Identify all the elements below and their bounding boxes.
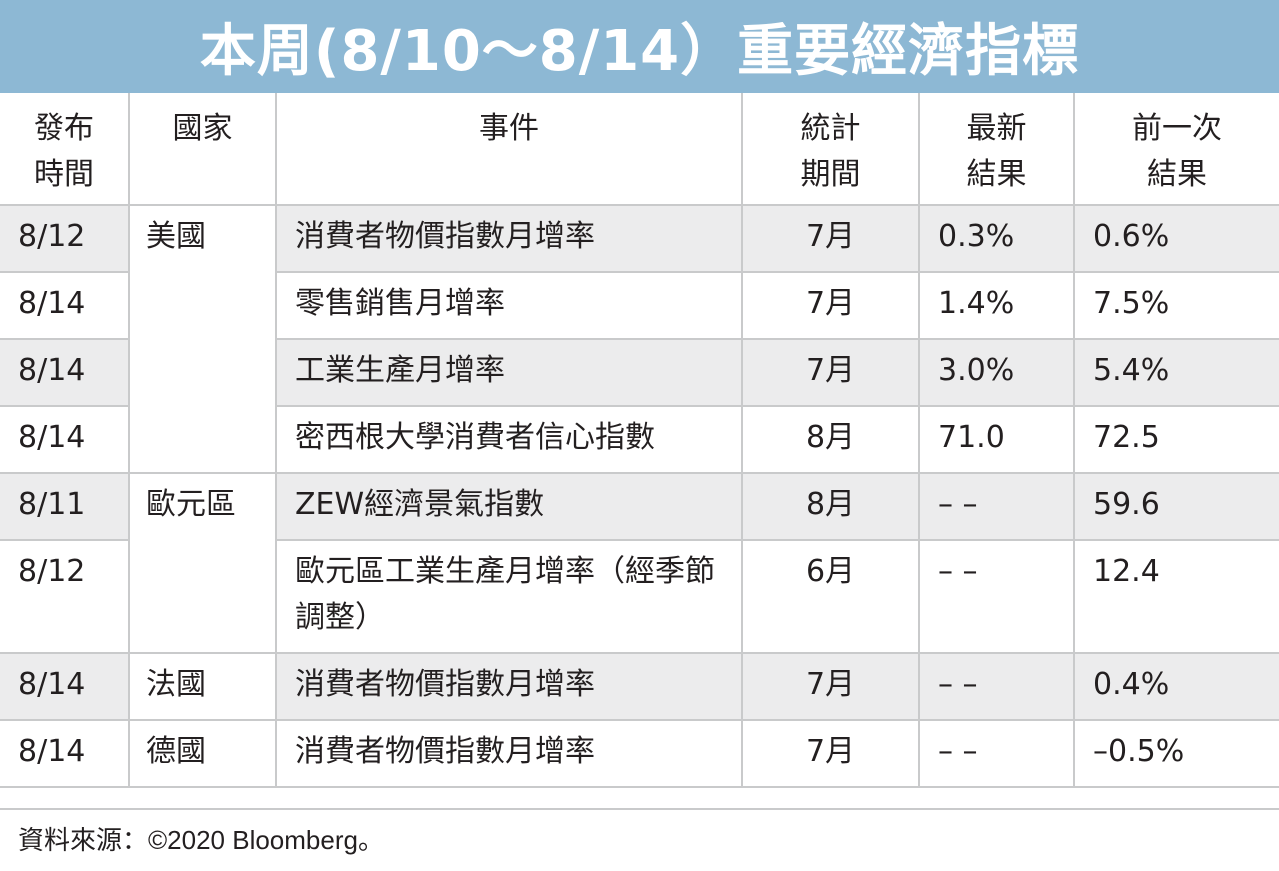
header-event-label: 事件 (479, 111, 539, 146)
header-latest-line2: 結果 (966, 157, 1027, 192)
cell-previous: 72.5 (1074, 406, 1279, 474)
header-row: 發布 時間 國家 事件 統計 期間 最新 結果 前一次 結果 (0, 93, 1279, 206)
cell-latest: – – (919, 720, 1075, 788)
table-row: 8/12 美國 消費者物價指數月增率 7月 0.3% 0.6% (0, 205, 1279, 273)
cell-event: 消費者物價指數月增率 (276, 653, 743, 721)
cell-country: 美國 (129, 205, 277, 272)
header-previous-line2: 結果 (1147, 157, 1207, 192)
header-latest-line1: 最新 (966, 111, 1027, 146)
cell-period: 7月 (742, 720, 920, 788)
header-period-line2: 期間 (800, 157, 861, 192)
cell-date: 8/14 (0, 653, 130, 721)
cell-country (129, 406, 277, 474)
cell-event: 密西根大學消費者信心指數 (276, 406, 743, 474)
cell-event: 消費者物價指數月增率 (276, 205, 743, 273)
cell-latest: – – (919, 653, 1075, 721)
table-row: 8/14 法國 消費者物價指數月增率 7月 – – 0.4% (0, 653, 1279, 721)
cell-period: 7月 (742, 272, 920, 340)
cell-period: 7月 (742, 339, 920, 407)
cell-latest: 1.4% (919, 272, 1075, 340)
cell-event: 消費者物價指數月增率 (276, 720, 743, 788)
header-event: 事件 (276, 93, 743, 206)
cell-latest: – – (919, 540, 1075, 654)
cell-country (129, 272, 277, 339)
cell-country: 德國 (129, 720, 277, 788)
cell-previous: 59.6 (1074, 473, 1279, 541)
cell-period: 7月 (742, 205, 920, 273)
cell-period: 8月 (742, 473, 920, 541)
cell-date: 8/14 (0, 339, 130, 407)
cell-event: 歐元區工業生產月增率（經季節調整） (276, 540, 743, 654)
cell-latest: 71.0 (919, 406, 1075, 474)
cell-date: 8/14 (0, 720, 130, 788)
cell-date: 8/12 (0, 205, 130, 273)
cell-event: 工業生產月增率 (276, 339, 743, 407)
cell-country: 歐元區 (129, 473, 277, 540)
header-previous: 前一次 結果 (1074, 93, 1279, 206)
cell-date: 8/14 (0, 272, 130, 340)
cell-previous: 0.6% (1074, 205, 1279, 273)
cell-event: ZEW經濟景氣指數 (276, 473, 743, 541)
economic-indicators-table: 發布 時間 國家 事件 統計 期間 最新 結果 前一次 結果 (0, 93, 1279, 788)
table-row: 8/14 密西根大學消費者信心指數 8月 71.0 72.5 (0, 406, 1279, 474)
table-row: 8/12 歐元區工業生產月增率（經季節調整） 6月 – – 12.4 (0, 540, 1279, 654)
cell-period: 6月 (742, 540, 920, 654)
table-row: 8/14 德國 消費者物價指數月增率 7月 – – –0.5% (0, 720, 1279, 788)
cell-previous: –0.5% (1074, 720, 1279, 788)
cell-country (129, 339, 277, 406)
cell-previous: 5.4% (1074, 339, 1279, 407)
cell-country: 法國 (129, 653, 277, 721)
cell-country (129, 540, 277, 654)
header-previous-line1: 前一次 (1132, 111, 1222, 146)
cell-event: 零售銷售月增率 (276, 272, 743, 340)
table-row: 8/14 零售銷售月增率 7月 1.4% 7.5% (0, 272, 1279, 340)
cell-previous: 12.4 (1074, 540, 1279, 654)
cell-latest: 0.3% (919, 205, 1075, 273)
cell-event-text: 歐元區工業生產月增率（經季節調整） (295, 554, 715, 635)
header-latest: 最新 結果 (919, 93, 1075, 206)
cell-date: 8/14 (0, 406, 130, 474)
header-country: 國家 (129, 93, 277, 206)
header-country-label: 國家 (172, 111, 233, 146)
table-title: 本周(8/10～8/14）重要經濟指標 (0, 0, 1279, 93)
cell-date: 8/12 (0, 540, 130, 654)
cell-period: 8月 (742, 406, 920, 474)
cell-previous: 0.4% (1074, 653, 1279, 721)
header-release-date-line2: 時間 (34, 157, 94, 192)
source-note: 資料來源：©2020 Bloomberg。 (0, 808, 1279, 871)
header-release-date-line1: 發布 (34, 111, 94, 146)
table-row: 8/11 歐元區 ZEW經濟景氣指數 8月 – – 59.6 (0, 473, 1279, 541)
table-row: 8/14 工業生產月增率 7月 3.0% 5.4% (0, 339, 1279, 407)
cell-latest: 3.0% (919, 339, 1075, 407)
cell-period: 7月 (742, 653, 920, 721)
cell-date: 8/11 (0, 473, 130, 541)
header-release-date: 發布 時間 (0, 93, 130, 206)
header-period-line1: 統計 (800, 111, 861, 146)
cell-latest: – – (919, 473, 1075, 541)
cell-previous: 7.5% (1074, 272, 1279, 340)
header-period: 統計 期間 (742, 93, 920, 206)
